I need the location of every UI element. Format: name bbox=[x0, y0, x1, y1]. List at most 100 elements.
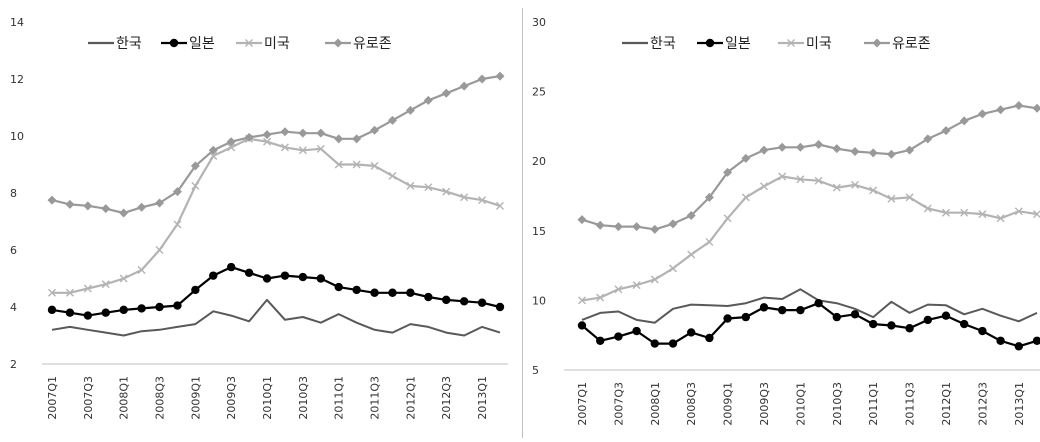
legend-marker bbox=[872, 38, 882, 48]
data-point bbox=[370, 161, 379, 170]
data-point bbox=[814, 176, 823, 185]
x-tick-label: 2012Q3 bbox=[440, 376, 453, 420]
data-point bbox=[48, 288, 56, 297]
data-point bbox=[869, 186, 878, 195]
data-point bbox=[65, 199, 75, 209]
data-point bbox=[190, 161, 200, 171]
y-tick-label: 2 bbox=[10, 358, 17, 371]
y-tick-label: 14 bbox=[10, 16, 24, 29]
data-point bbox=[262, 130, 272, 140]
data-point bbox=[632, 281, 641, 290]
data-point bbox=[244, 268, 254, 277]
x-tick-label: 2010Q3 bbox=[831, 382, 844, 426]
series-line bbox=[51, 266, 501, 317]
data-point bbox=[741, 312, 750, 322]
data-point bbox=[795, 142, 805, 152]
y-tick-label: 30 bbox=[532, 16, 546, 29]
x-tick-label: 2009Q1 bbox=[189, 376, 202, 420]
x-tick-label: 2007Q1 bbox=[576, 382, 589, 426]
series-line bbox=[52, 137, 501, 294]
x-tick-label: 2008Q1 bbox=[118, 376, 131, 420]
data-point bbox=[614, 285, 623, 294]
data-point bbox=[668, 339, 678, 348]
series-미국 bbox=[578, 172, 1040, 305]
data-point bbox=[596, 293, 605, 302]
data-point bbox=[155, 246, 164, 254]
chart-right: 5 10 15 20 25 30 2007Q1 2007Q3 2008Q1 2008Q3 2009Q… bbox=[532, 16, 1040, 426]
series-line bbox=[581, 175, 1038, 302]
data-point bbox=[959, 116, 969, 126]
data-point bbox=[460, 193, 469, 202]
data-point bbox=[796, 305, 805, 315]
legend: 한국 일본 미국 유로존 bbox=[622, 36, 931, 52]
x-tick-label: 2008Q3 bbox=[154, 376, 167, 420]
data-point bbox=[1033, 210, 1040, 219]
data-point bbox=[577, 215, 587, 225]
data-point bbox=[334, 160, 343, 169]
x-tick-label: 2013Q1 bbox=[476, 376, 489, 420]
data-point bbox=[298, 128, 308, 138]
legend-label: 한국 bbox=[650, 36, 676, 52]
y-tick-label: 15 bbox=[532, 225, 546, 238]
data-point bbox=[191, 181, 200, 190]
data-point bbox=[244, 132, 254, 142]
legend-item: 한국 bbox=[622, 36, 676, 52]
series-line bbox=[51, 298, 501, 337]
data-point bbox=[477, 74, 487, 84]
data-point bbox=[778, 172, 787, 181]
data-point bbox=[814, 298, 823, 308]
y-tick-label: 10 bbox=[10, 130, 24, 143]
data-point bbox=[723, 314, 732, 323]
legend-label: 한국 bbox=[116, 36, 142, 52]
data-point bbox=[352, 160, 361, 169]
data-point bbox=[137, 304, 146, 313]
legend-item: 한국 bbox=[88, 36, 142, 52]
x-tick-label: 2010Q1 bbox=[794, 382, 807, 426]
data-point bbox=[459, 297, 469, 306]
data-point bbox=[226, 137, 236, 147]
data-point bbox=[869, 319, 878, 329]
legend-label: 일본 bbox=[189, 36, 215, 52]
series-한국 bbox=[51, 298, 501, 337]
data-point bbox=[388, 288, 397, 297]
data-point bbox=[173, 220, 182, 229]
data-point bbox=[173, 301, 182, 310]
data-point bbox=[1014, 342, 1023, 351]
data-point bbox=[668, 219, 678, 229]
data-point bbox=[316, 144, 325, 153]
data-point bbox=[209, 271, 218, 280]
legend-marker bbox=[705, 38, 715, 48]
data-point bbox=[996, 214, 1005, 223]
y-tick-label: 6 bbox=[10, 244, 17, 257]
data-point bbox=[101, 204, 111, 214]
data-point bbox=[850, 310, 860, 319]
data-point bbox=[960, 208, 969, 217]
data-point bbox=[298, 146, 307, 155]
data-point bbox=[1032, 103, 1040, 113]
data-point bbox=[650, 275, 659, 284]
data-point bbox=[669, 264, 677, 273]
series-유로존 bbox=[577, 101, 1040, 234]
legend-item: 유로존 bbox=[325, 36, 392, 52]
data-point bbox=[137, 265, 146, 274]
x-tick-label: 2011Q3 bbox=[904, 382, 917, 426]
x-tick-label: 2012Q1 bbox=[940, 382, 953, 426]
data-point bbox=[578, 296, 586, 305]
data-point bbox=[280, 143, 289, 152]
data-point bbox=[442, 295, 451, 305]
data-point bbox=[632, 326, 641, 336]
data-point bbox=[723, 214, 732, 223]
data-point bbox=[280, 271, 290, 280]
y-tick-label: 8 bbox=[10, 187, 17, 200]
data-point bbox=[996, 336, 1005, 345]
series-유로존 bbox=[47, 71, 505, 218]
legend-label: 미국 bbox=[806, 36, 832, 52]
data-point bbox=[850, 146, 860, 156]
data-point bbox=[424, 292, 433, 302]
legend-item: 미국 bbox=[236, 36, 290, 52]
data-point bbox=[923, 204, 932, 213]
y-tick-label: 12 bbox=[10, 73, 24, 86]
x-tick-label: 2010Q1 bbox=[261, 376, 274, 420]
data-point bbox=[832, 183, 841, 192]
y-tick-label: 10 bbox=[532, 294, 546, 307]
